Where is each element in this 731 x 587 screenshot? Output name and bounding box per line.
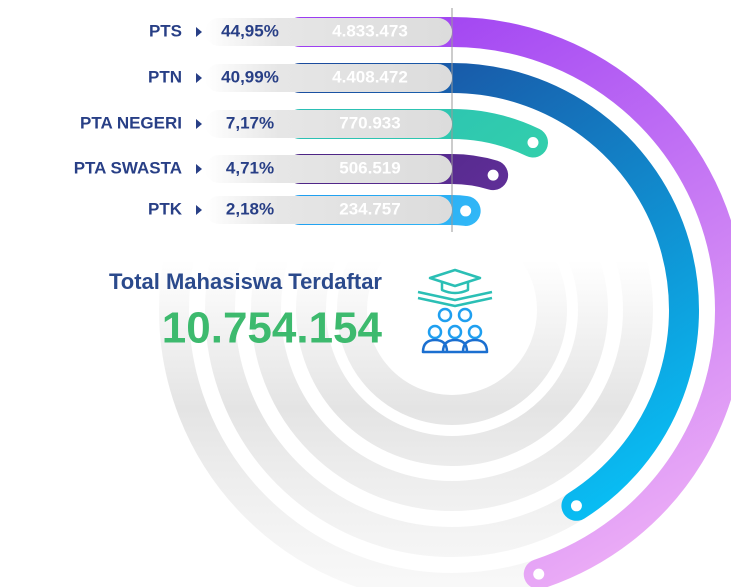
radial-bar [285, 17, 731, 587]
count-label: 234.757 [339, 199, 400, 218]
arrow-icon [196, 164, 202, 174]
bar-end-dot [533, 568, 545, 580]
total-title: Total Mahasiswa Terdaftar [109, 269, 382, 294]
percent-label: 4,71% [226, 158, 274, 177]
arrow-icon [196, 205, 202, 215]
bar-end-dot [527, 137, 539, 149]
percent-label: 7,17% [226, 113, 274, 132]
category-label: PTK [148, 199, 183, 218]
arrow-icon [196, 27, 202, 37]
category-label: PTA NEGERI [80, 113, 182, 132]
students-icon [417, 268, 493, 354]
radial-bar [285, 63, 699, 521]
arrow-icon [196, 119, 202, 129]
count-label: 770.933 [339, 113, 400, 132]
row-background [205, 196, 452, 224]
category-label: PTA SWASTA [74, 158, 182, 177]
row-background [205, 18, 452, 46]
row-background [205, 64, 452, 92]
count-label: 4.833.473 [332, 21, 408, 40]
category-label: PTS [149, 21, 182, 40]
row-background [205, 110, 452, 138]
percent-label: 40,99% [221, 67, 279, 86]
category-label: PTN [148, 67, 182, 86]
count-label: 506.519 [339, 158, 400, 177]
percent-label: 2,18% [226, 199, 274, 218]
row-background [205, 155, 452, 183]
percent-label: 44,95% [221, 21, 279, 40]
bar-end-dot [487, 169, 499, 181]
count-label: 4.408.472 [332, 67, 408, 86]
track [337, 195, 567, 425]
bar-end-dot [460, 205, 472, 217]
total-value: 10.754.154 [162, 304, 383, 353]
bar-end-dot [570, 500, 582, 512]
arrow-icon [196, 73, 202, 83]
